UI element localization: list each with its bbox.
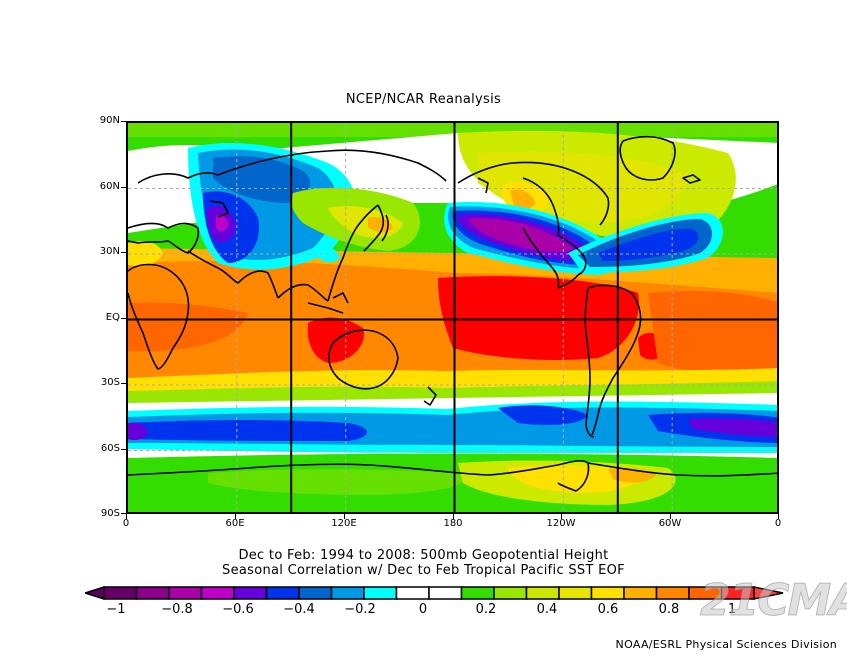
colorbar-swatch bbox=[460, 586, 495, 600]
colorbar-label: −0.2 bbox=[344, 602, 376, 617]
colorbar-swatch bbox=[525, 586, 560, 600]
x-tick bbox=[453, 514, 454, 519]
x-tick bbox=[126, 514, 127, 519]
y-tick bbox=[121, 513, 126, 514]
colorbar-swatch bbox=[265, 586, 300, 600]
colorbar-swatch bbox=[655, 586, 690, 600]
correlation-map bbox=[128, 123, 777, 512]
colorbar-label: −0.6 bbox=[222, 602, 254, 617]
colorbar-label: −0.8 bbox=[161, 602, 193, 617]
y-tick bbox=[121, 121, 126, 122]
x-tick bbox=[344, 514, 345, 519]
colorbar-label: −0.4 bbox=[283, 602, 315, 617]
y-tick bbox=[121, 383, 126, 384]
y-tick bbox=[121, 449, 126, 450]
x-tick-label: 0 bbox=[122, 518, 130, 529]
colorbar-swatch bbox=[200, 586, 235, 600]
y-tick-label: EQ bbox=[105, 312, 120, 323]
watermark-logo: 21CMA bbox=[699, 575, 847, 627]
colorbar-swatch bbox=[493, 586, 528, 600]
chart-subtitle-line2: Seasonal Correlation w/ Dec to Feb Tropi… bbox=[222, 563, 625, 578]
colorbar-label: 1 bbox=[727, 602, 737, 617]
x-tick-label: 0 bbox=[774, 518, 782, 529]
colorbar-swatch bbox=[623, 586, 658, 600]
x-tick-label: 120W bbox=[546, 518, 576, 529]
x-tick-label: 180 bbox=[443, 518, 463, 529]
y-tick-label: 60N bbox=[99, 181, 120, 192]
x-tick-label: 60W bbox=[658, 518, 682, 529]
y-tick bbox=[121, 252, 126, 253]
colorbar-swatch bbox=[590, 586, 625, 600]
colorbar-label: 0.6 bbox=[597, 602, 619, 617]
colorbar-swatch bbox=[558, 586, 593, 600]
y-tick bbox=[121, 187, 126, 188]
colorbar-label: −1 bbox=[106, 602, 126, 617]
x-tick-label: 60E bbox=[225, 518, 245, 529]
y-tick-label: 90N bbox=[99, 115, 120, 126]
colorbar-swatch bbox=[233, 586, 268, 600]
y-tick-label: 90S bbox=[100, 508, 120, 519]
credit-text: NOAA/ESRL Physical Sciences Division bbox=[615, 638, 837, 651]
colorbar-swatch bbox=[135, 586, 170, 600]
colorbar-label: 0.4 bbox=[536, 602, 558, 617]
y-tick-label: 30N bbox=[99, 246, 120, 257]
chart-subtitle-line1: Dec to Feb: 1994 to 2008: 500mb Geopoten… bbox=[238, 548, 609, 563]
colorbar-swatch bbox=[103, 586, 138, 600]
colorbar-swatch bbox=[363, 586, 398, 600]
y-tick-label: 30S bbox=[100, 377, 120, 388]
colorbar bbox=[82, 585, 785, 601]
map-plot-area bbox=[126, 121, 779, 514]
colorbar-swatch bbox=[168, 586, 203, 600]
colorbar-swatches bbox=[82, 585, 784, 601]
colorbar-label: 0.8 bbox=[658, 602, 680, 617]
colorbar-swatch bbox=[298, 586, 333, 600]
colorbar-label: 0 bbox=[418, 602, 428, 617]
y-tick bbox=[121, 318, 126, 319]
chart-title: NCEP/NCAR Reanalysis bbox=[345, 92, 502, 107]
x-tick bbox=[235, 514, 236, 519]
y-tick-label: 60S bbox=[100, 443, 120, 454]
colorbar-swatch bbox=[395, 586, 430, 600]
x-tick bbox=[561, 514, 562, 519]
colorbar-swatch bbox=[428, 586, 463, 600]
x-tick bbox=[670, 514, 671, 519]
x-tick-label: 120E bbox=[331, 518, 357, 529]
colorbar-swatch bbox=[330, 586, 365, 600]
colorbar-label: 0.2 bbox=[475, 602, 497, 617]
x-tick bbox=[778, 514, 779, 519]
